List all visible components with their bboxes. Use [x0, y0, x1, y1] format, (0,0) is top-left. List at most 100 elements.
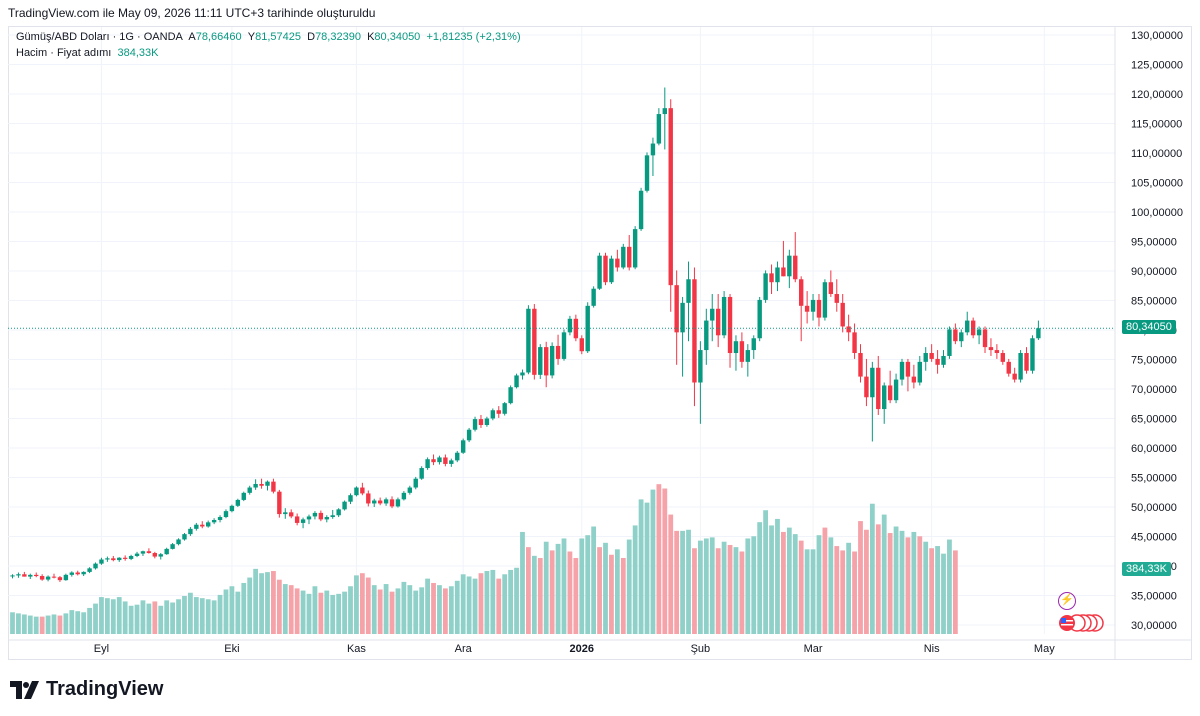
candle-body	[265, 481, 270, 486]
candle-body	[478, 419, 484, 425]
y-tick-label: 105,00000	[1131, 178, 1183, 190]
volume-bar	[947, 539, 952, 634]
volume-bar	[247, 577, 253, 634]
candle-body	[395, 499, 401, 507]
candle-body	[383, 499, 389, 504]
candle-body	[354, 487, 359, 496]
volume-bar	[828, 537, 834, 634]
candle-body	[686, 279, 691, 303]
volume-bar	[21, 614, 27, 634]
y-tick-label: 60,00000	[1131, 443, 1177, 455]
volume-bar	[377, 589, 383, 634]
candle-body	[893, 379, 899, 401]
candle-body	[455, 452, 460, 461]
volume-bar	[93, 603, 98, 634]
candle-body	[603, 255, 608, 283]
candle-body	[763, 273, 768, 300]
y-tick-label: 75,00000	[1131, 355, 1177, 367]
candle-body	[241, 492, 246, 500]
x-tick-label: Ara	[455, 643, 473, 655]
candle-body	[917, 361, 922, 383]
volume-bar	[745, 538, 751, 634]
candle-body	[1000, 353, 1006, 362]
volume-bar	[899, 530, 905, 634]
volume-bar	[437, 585, 442, 634]
volume-value: 384,33K	[117, 47, 159, 59]
candle-body	[28, 574, 33, 577]
volume-bar	[709, 537, 715, 634]
volume-bar	[941, 553, 946, 634]
change-value: +1,81235 (+2,31%)	[426, 31, 521, 43]
volume-bar	[75, 611, 81, 634]
volume-bar	[751, 536, 757, 634]
candle-body	[1018, 353, 1023, 380]
candle-body	[508, 387, 513, 404]
volume-bar	[365, 577, 371, 634]
volume-bar	[952, 550, 958, 634]
candle-body	[10, 575, 15, 577]
y-tick-label: 100,00000	[1131, 207, 1183, 219]
volume-bar	[923, 541, 929, 634]
candle-body	[704, 320, 709, 351]
candle-body	[75, 572, 80, 575]
volume-bar	[193, 597, 199, 634]
volume-bar	[199, 598, 205, 634]
y-tick-label: 130,00000	[1131, 30, 1183, 42]
low-label: D	[307, 31, 316, 43]
tradingview-logo[interactable]: TradingView	[10, 678, 163, 701]
volume-bar	[164, 600, 170, 634]
candle-body	[858, 353, 863, 377]
candle-body	[16, 574, 21, 576]
volume-bar	[804, 549, 810, 634]
candle-body	[544, 347, 549, 376]
volume-bar	[597, 547, 602, 634]
volume-bar	[632, 525, 638, 634]
candle-body	[502, 403, 507, 414]
candle-body	[846, 326, 851, 333]
volume-bar	[786, 527, 792, 634]
us-flag-icon[interactable]	[1058, 614, 1104, 632]
volume-bar	[229, 586, 235, 634]
candle-body	[822, 282, 828, 318]
volume-bar	[348, 586, 353, 634]
candle-body	[194, 524, 199, 529]
x-tick-label: Kas	[347, 643, 366, 655]
candle-body	[864, 376, 869, 398]
volume-bar	[881, 514, 887, 634]
lightning-icon[interactable]: ⚡	[1058, 592, 1076, 610]
y-tick-label: 120,00000	[1131, 89, 1183, 101]
candle-body	[1024, 353, 1029, 371]
volume-bar	[810, 549, 816, 634]
volume-bar	[259, 573, 264, 634]
volume-bar	[591, 526, 597, 634]
x-tick-label: Eki	[224, 643, 239, 655]
volume-bar	[526, 547, 531, 634]
volume-bar	[104, 598, 110, 634]
candle-body	[745, 350, 751, 362]
brand-name: TradingView	[46, 678, 164, 700]
volume-bar	[531, 555, 537, 634]
volume-bar	[917, 536, 923, 634]
volume-bar	[846, 542, 852, 634]
candle-body	[935, 358, 940, 365]
candle-body	[63, 574, 69, 581]
volume-bar	[288, 585, 294, 634]
volume-bar	[460, 574, 466, 634]
candle-body	[597, 255, 602, 289]
volume-bar	[567, 551, 573, 634]
candle-body	[953, 329, 958, 342]
candle-body	[253, 483, 258, 488]
candle-body	[324, 517, 329, 520]
volume-bar	[158, 605, 164, 634]
volume-bar	[620, 558, 626, 634]
volume-bar	[16, 613, 21, 634]
volume-bar	[110, 599, 116, 634]
candle-body	[798, 279, 804, 306]
candle-body	[176, 539, 181, 545]
volume-label: Hacim · Fiyat adımı	[16, 47, 112, 59]
volume-bar	[51, 614, 57, 634]
volume-bar	[775, 518, 780, 634]
volume-bar	[205, 599, 211, 634]
candle-body	[389, 499, 395, 507]
